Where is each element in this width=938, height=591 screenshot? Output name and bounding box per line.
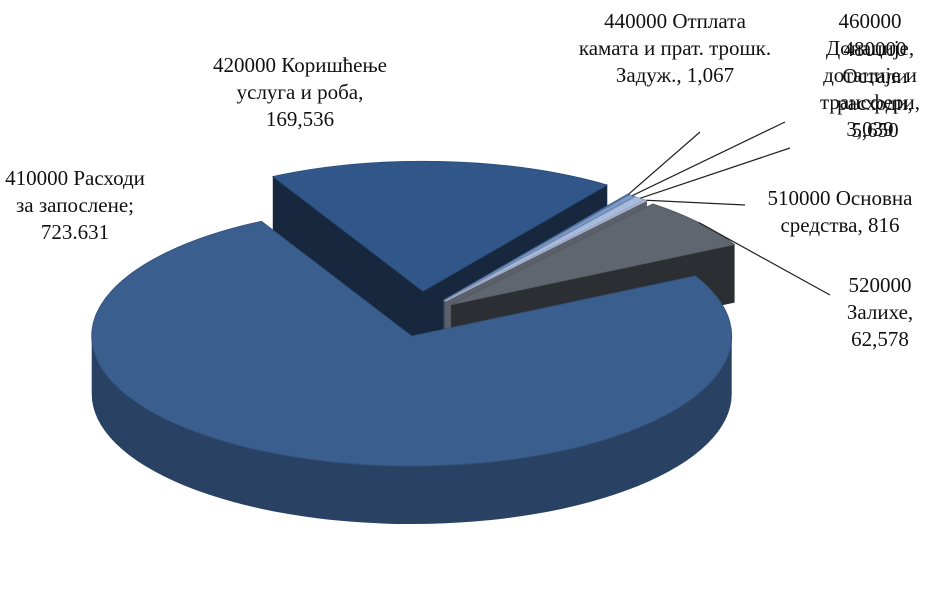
slice bbox=[91, 220, 733, 467]
category-label: 520000 Залихе, bbox=[846, 273, 914, 324]
slice-side bbox=[272, 176, 423, 350]
value-label: 1,067 bbox=[686, 63, 735, 87]
value-label: 816 bbox=[868, 213, 900, 237]
category-label: 440000 Отплата камата и прат. трошк. Зад… bbox=[578, 9, 772, 87]
data-label: 460000 Донације, дотације и трансфери, 3… bbox=[810, 8, 930, 143]
value-label: 3,039 bbox=[846, 117, 894, 141]
value-label: 62,578 bbox=[851, 327, 909, 351]
leader-line bbox=[631, 121, 786, 197]
data-label: 440000 Отплата камата и прат. трошк. Зад… bbox=[575, 8, 775, 89]
value-label: 5,650 bbox=[851, 118, 899, 142]
data-label: 510000 Основна средства, 816 bbox=[745, 185, 935, 239]
slice bbox=[271, 160, 609, 292]
leader-line bbox=[646, 199, 746, 206]
leader-line bbox=[698, 222, 831, 296]
data-label: 520000 Залихе, 62,578 bbox=[825, 272, 935, 353]
data-label: 410000 Расходи за запослене; 723.631 bbox=[0, 165, 150, 246]
leader-line bbox=[640, 147, 791, 199]
leader-line bbox=[627, 131, 701, 195]
category-label: 410000 Расходи за запослене; bbox=[5, 166, 145, 217]
category-label: 460000 Донације, дотације и трансфери, bbox=[820, 9, 920, 114]
value-label: 169,536 bbox=[265, 107, 335, 131]
slice-wall bbox=[91, 336, 732, 525]
category-label: 510000 Основна средства, bbox=[767, 186, 913, 237]
slice bbox=[443, 194, 636, 301]
category-label: 480000 Остали расходи, bbox=[837, 37, 913, 115]
value-label: 723.631 bbox=[40, 220, 110, 244]
data-label: 480000 Остали расходи, 5,650 bbox=[815, 36, 935, 144]
slice bbox=[450, 203, 736, 306]
category-label: 420000 Коришћење услуга и роба, bbox=[213, 53, 387, 104]
data-label: 420000 Коришћење услуга и роба, 169,536 bbox=[213, 52, 388, 133]
